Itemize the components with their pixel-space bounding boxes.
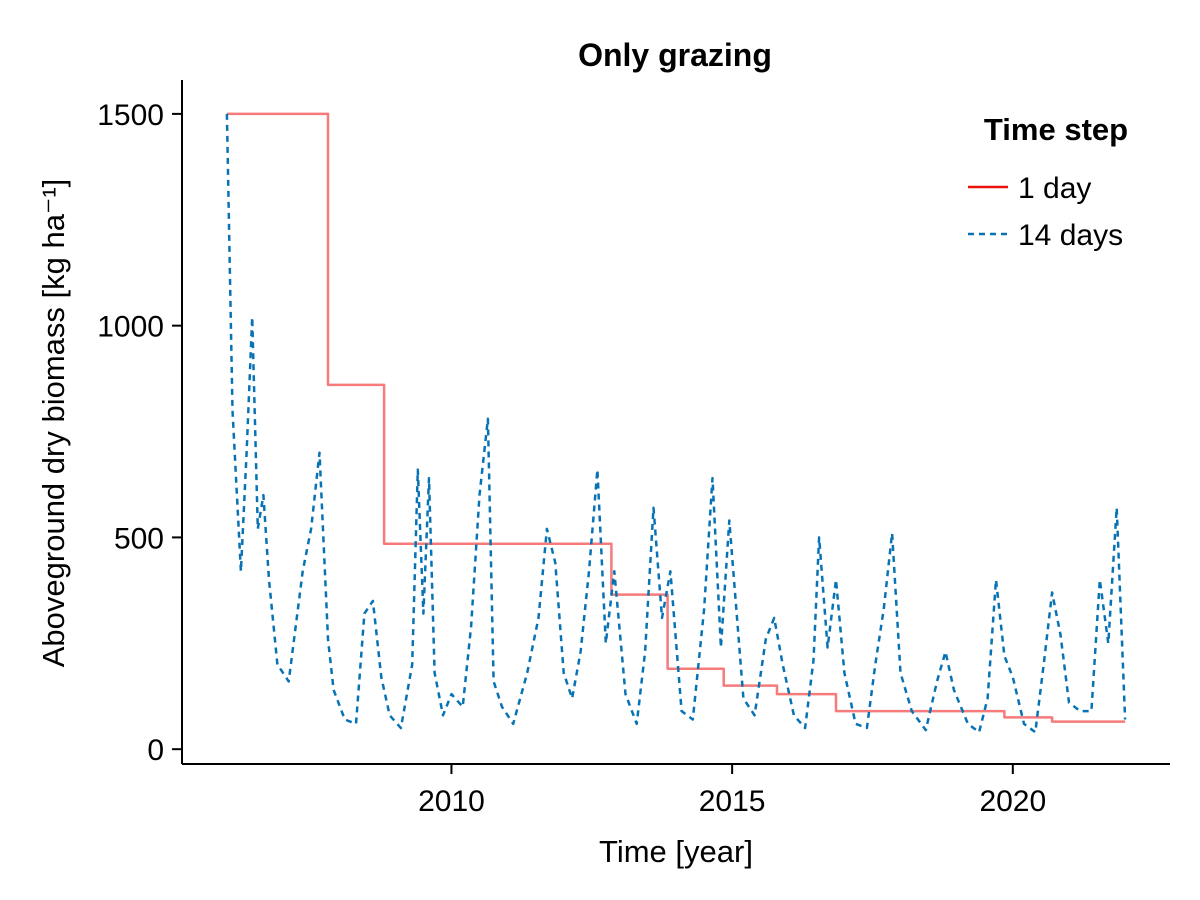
legend-title: Time step [984,112,1128,147]
y-tick-label: 1000 [97,311,164,344]
x-tick-label: 2020 [979,785,1046,818]
y-ticks: 0 500 1000 1500 [97,99,182,767]
y-tick-label: 1500 [97,99,164,132]
series-line-14-days [225,113,1127,734]
series-line-1-day [226,112,1126,723]
y-axis-label: Aboveground dry biomass [kg ha⁻¹] [36,179,71,668]
x-tick-label: 2010 [418,785,485,818]
y-tick-label: 500 [114,522,164,555]
legend: Time step 1 day 14 days [968,112,1128,252]
plot-area [225,112,1127,734]
legend-label-1-day: 1 day [1018,172,1091,205]
series-layer [225,112,1127,734]
x-tick-label: 2015 [699,785,766,818]
chart-title: Only grazing [578,37,772,73]
y-tick-label: 0 [147,734,164,767]
legend-label-14-days: 14 days [1018,219,1123,252]
x-ticks: 2010 2015 2020 [418,764,1046,818]
x-axis-label: Time [year] [599,834,753,869]
